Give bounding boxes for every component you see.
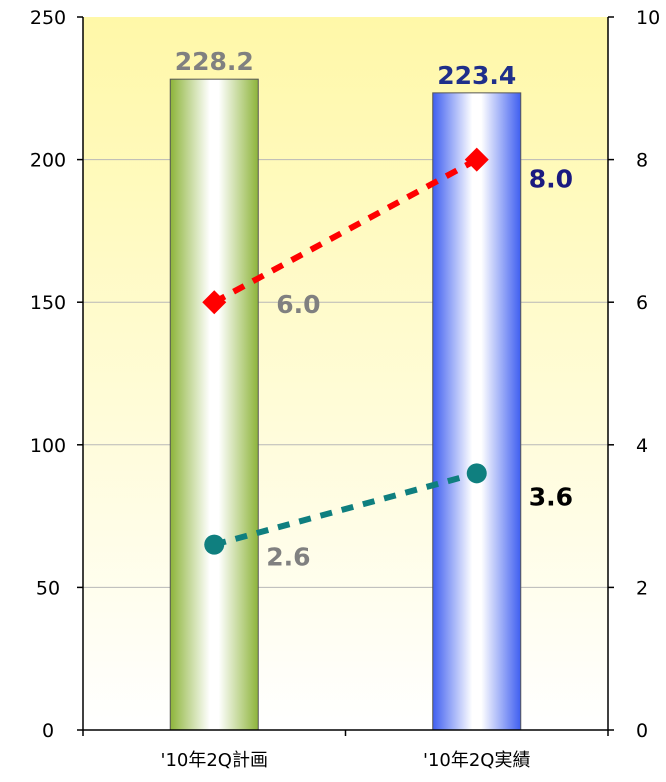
line-value-label: 6.0	[276, 290, 320, 319]
bar-value-label: 223.4	[437, 61, 516, 90]
y-left-tick-label: 150	[30, 292, 66, 314]
y-left-tick-label: 250	[30, 7, 66, 29]
y-left-tick-label: 100	[30, 435, 66, 457]
diamond-marker	[202, 290, 227, 315]
y-left-tick-label: 200	[30, 150, 66, 172]
bar	[169, 78, 259, 731]
y-right-tick-label: 8	[636, 150, 648, 172]
series-line	[212, 156, 479, 305]
line-value-label: 2.6	[266, 543, 310, 572]
y-right-tick-label: 2	[636, 577, 648, 599]
y-right-tick-label: 4	[636, 435, 648, 457]
circle-marker	[204, 534, 225, 555]
line-value-label: 8.0	[529, 165, 573, 194]
bar	[432, 92, 522, 731]
y-left-tick-label: 0	[42, 720, 54, 742]
y-right-tick-label: 6	[636, 292, 648, 314]
x-tick-label: '10年2Q実績	[423, 750, 530, 771]
bar-value-label: 228.2	[175, 47, 254, 76]
plot-area	[83, 17, 608, 730]
series-line	[213, 470, 478, 548]
y-right-tick-label: 0	[636, 720, 648, 742]
y-right-tick-label: 10	[636, 7, 660, 29]
y-left-tick-label: 50	[36, 577, 60, 599]
diamond-marker	[464, 147, 489, 172]
x-tick-label: '10年2Q計画	[161, 750, 268, 771]
circle-marker	[466, 463, 487, 484]
line-value-label: 3.6	[529, 482, 573, 511]
